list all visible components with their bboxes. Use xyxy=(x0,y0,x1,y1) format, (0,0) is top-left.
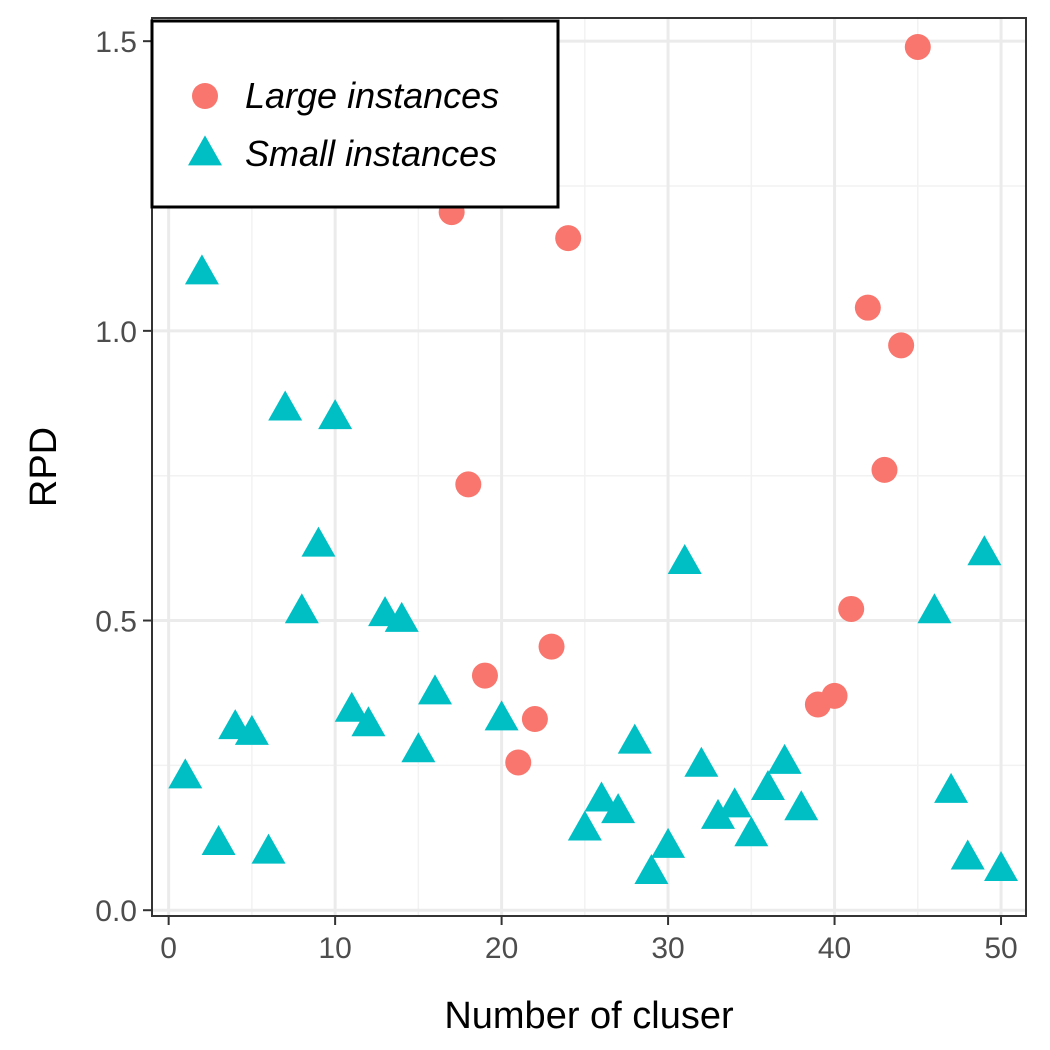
small-instance-point xyxy=(567,810,602,841)
large-instance-point xyxy=(821,682,848,709)
small-instance-point xyxy=(617,723,652,754)
plot-panel-border xyxy=(151,17,1027,917)
small-instance-point xyxy=(384,601,419,632)
small-instance-point xyxy=(717,787,752,818)
small-instance-point xyxy=(734,816,769,847)
small-instance-point xyxy=(984,851,1019,882)
large-instance-point xyxy=(838,595,865,622)
y-tick-label: 0.0 xyxy=(95,895,137,928)
large-instance-point xyxy=(505,749,532,776)
x-tick-label: 50 xyxy=(984,932,1017,965)
small-instance-point xyxy=(684,746,719,777)
small-instance-point xyxy=(334,691,369,722)
small-instance-point xyxy=(251,833,286,864)
small-instance-point xyxy=(268,390,303,421)
small-instance-point xyxy=(767,743,802,774)
small-instance-point xyxy=(351,706,386,737)
small-instance-point xyxy=(284,593,319,624)
legend-box xyxy=(150,19,560,209)
x-tick-label: 20 xyxy=(485,932,518,965)
small-instance-point xyxy=(168,758,203,789)
small-instance-point xyxy=(950,839,985,870)
axis-tick-labels: 0 10 20 30 40 50 0.0 0.5 1.0 1.5 xyxy=(95,26,1017,965)
x-tick-label: 0 xyxy=(160,932,177,965)
small-instance-point xyxy=(917,593,952,624)
y-tick-label: 1.0 xyxy=(95,316,137,349)
large-instance-point xyxy=(455,471,482,498)
small-instance-point xyxy=(201,824,236,855)
small-instance-point xyxy=(301,526,336,557)
large-instance-point xyxy=(555,225,582,252)
large-instance-point xyxy=(538,633,565,660)
legend: Large instances Small instances xyxy=(150,19,560,209)
large-instance-point xyxy=(471,662,498,689)
small-instance-point xyxy=(667,543,702,574)
small-instance-point xyxy=(784,790,819,821)
small-instance-point xyxy=(934,772,969,803)
small-instance-point xyxy=(401,732,436,763)
y-axis-title: RPD xyxy=(23,427,65,507)
small-instance-point xyxy=(601,793,636,824)
large-instance-point xyxy=(904,33,931,60)
small-instance-point xyxy=(701,798,736,829)
legend-circle-key xyxy=(192,83,218,109)
small-instance-point xyxy=(418,674,453,705)
small-instance-point xyxy=(634,853,669,884)
y-tick-label: 1.5 xyxy=(95,26,137,59)
small-instance-point xyxy=(234,714,269,745)
large-instance-point xyxy=(521,706,548,733)
small-instance-point xyxy=(318,399,353,430)
x-tick-label: 40 xyxy=(818,932,851,965)
series-small-instances xyxy=(168,254,1019,884)
large-instance-point xyxy=(871,456,898,483)
legend-triangle-key xyxy=(188,135,222,166)
legend-label: Large instances xyxy=(245,75,499,116)
y-tick-label: 0.5 xyxy=(95,606,137,639)
small-instance-point xyxy=(651,827,686,858)
legend-label: Small instances xyxy=(245,133,497,174)
small-instance-point xyxy=(584,781,619,812)
large-instance-point xyxy=(854,294,881,321)
small-instance-point xyxy=(184,254,219,285)
large-instance-point xyxy=(888,332,915,359)
small-instance-point xyxy=(750,769,785,800)
x-axis-title: Number of cluser xyxy=(444,995,734,1037)
small-instance-point xyxy=(967,535,1002,566)
x-tick-label: 30 xyxy=(651,932,684,965)
x-tick-label: 10 xyxy=(318,932,351,965)
small-instance-point xyxy=(484,700,519,731)
